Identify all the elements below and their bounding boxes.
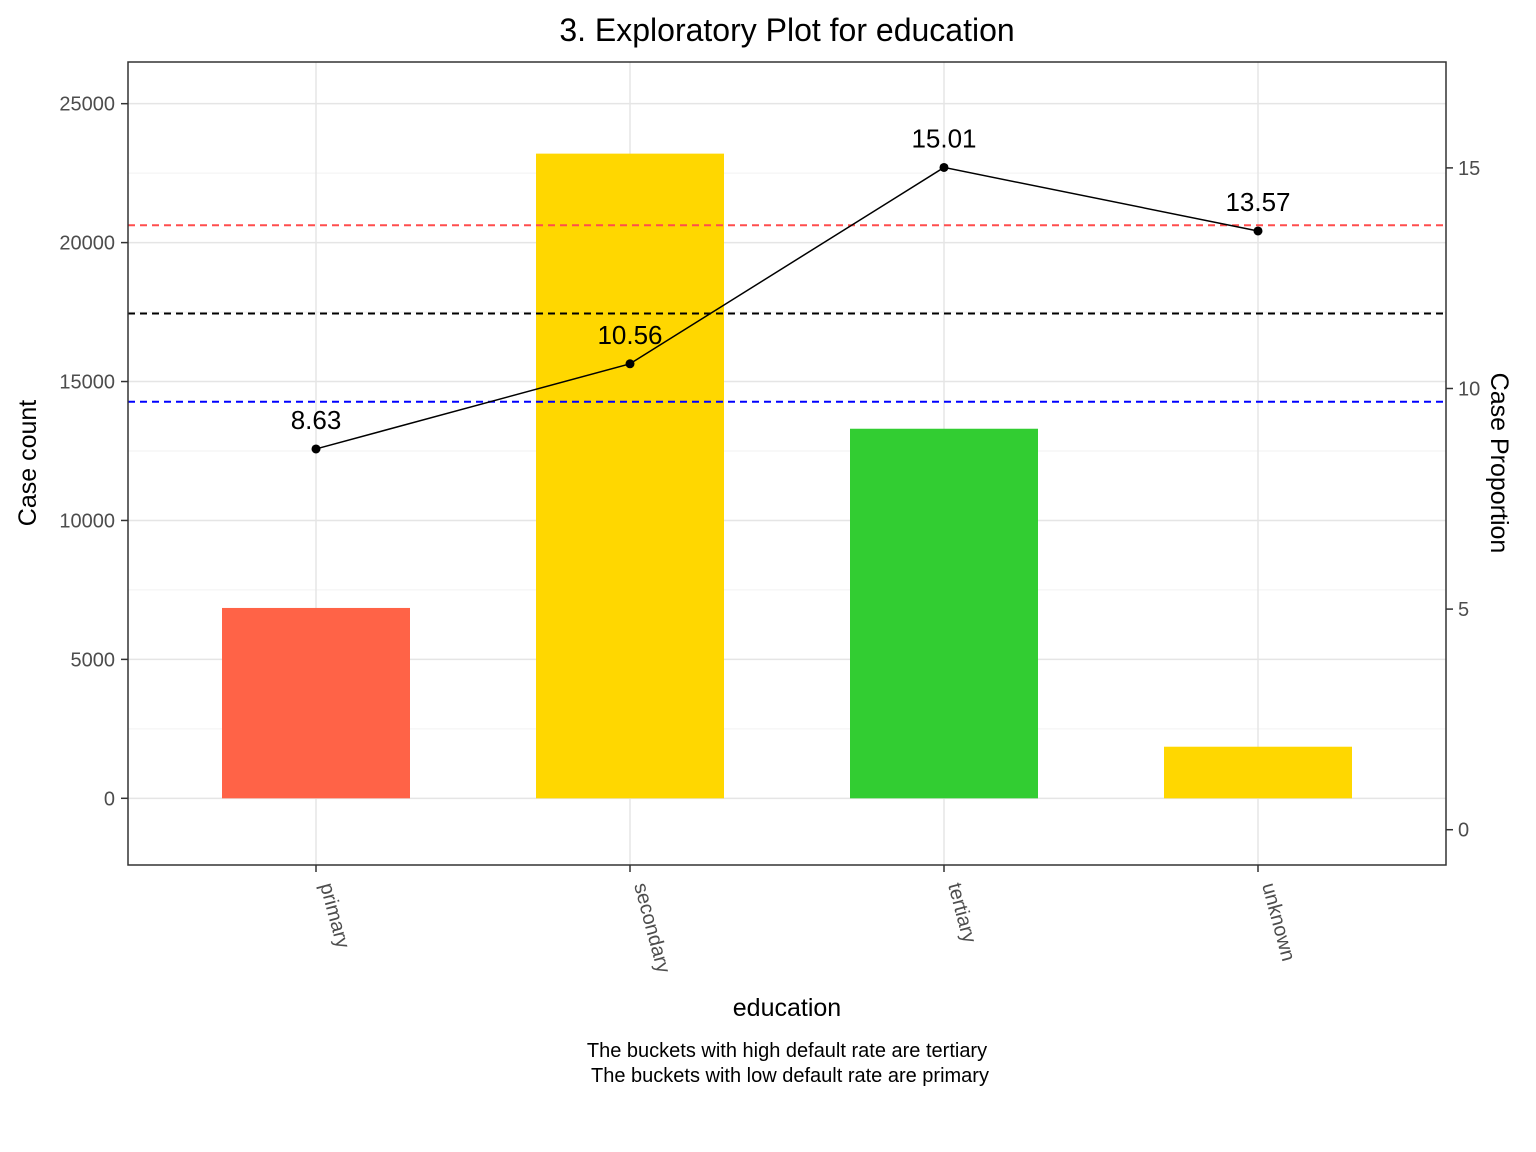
proportion-label-secondary: 10.56 [597, 320, 662, 350]
proportion-point-tertiary [939, 162, 949, 172]
proportion-line-layer: 8.63 10.56 15.01 13.57 [291, 123, 1291, 454]
x-tick-label-primary: primary [315, 881, 354, 951]
bar-tertiary [850, 428, 1038, 799]
bar-unknown [1164, 746, 1352, 799]
y2-tick-label: 10 [1458, 378, 1480, 400]
y2-tick-label: 5 [1458, 599, 1469, 621]
proportion-label-unknown: 13.57 [1225, 187, 1290, 217]
proportion-label-primary: 8.63 [291, 405, 342, 435]
y-axis-left: 0 5000 10000 15000 20000 25000 [59, 94, 128, 810]
x-axis-title: education [733, 994, 841, 1022]
x-axis: primary secondary tertiary unknown [315, 865, 1299, 975]
proportion-point-unknown [1253, 226, 1263, 236]
panel-border [127, 61, 1447, 866]
y-tick-label: 5000 [71, 649, 116, 671]
y-tick-label: 15000 [59, 372, 115, 394]
y2-tick-label: 15 [1458, 158, 1480, 180]
x-tick-label-tertiary: tertiary [943, 881, 980, 946]
caption-line-2: The buckets with low default rate are pr… [591, 1065, 989, 1087]
y-axis-title: Case count [14, 400, 42, 527]
y-tick-label: 25000 [59, 94, 115, 116]
y-tick-label: 20000 [59, 233, 115, 255]
chart-title: 3. Exploratory Plot for education [559, 12, 1014, 48]
proportion-point-secondary [625, 359, 635, 369]
y2-tick-label: 0 [1458, 820, 1469, 842]
y-tick-label: 10000 [59, 510, 115, 532]
caption-line-1: The buckets with high default rate are t… [587, 1040, 987, 1062]
proportion-line [315, 166, 1259, 450]
bar-secondary [536, 153, 724, 799]
x-tick-label-unknown: unknown [1257, 881, 1299, 964]
reference-lines [128, 224, 1446, 403]
x-tick-label-secondary: secondary [629, 881, 674, 976]
bar-primary [222, 607, 410, 799]
y-axis-right: 0 5 10 15 [1446, 158, 1480, 842]
y-tick-label: 0 [104, 788, 115, 810]
proportion-point-primary [311, 444, 321, 454]
y2-axis-title: Case Proportion [1485, 373, 1513, 554]
bars [222, 153, 1352, 799]
proportion-label-tertiary: 15.01 [911, 123, 976, 153]
